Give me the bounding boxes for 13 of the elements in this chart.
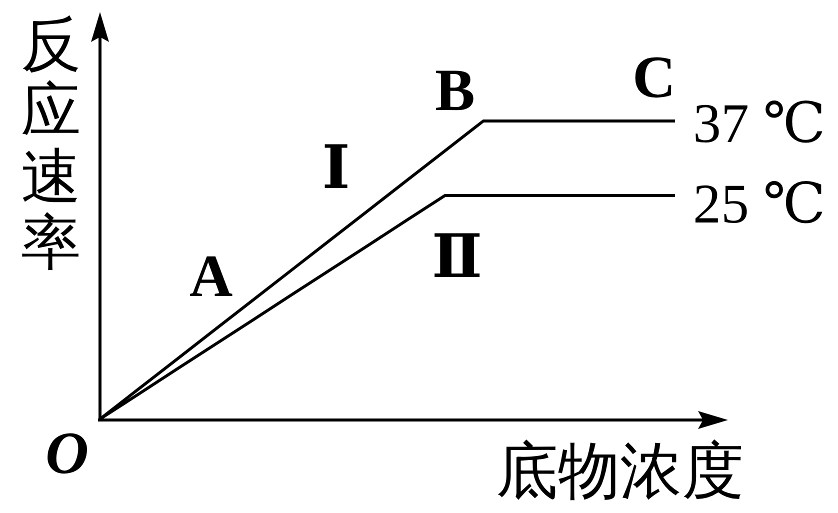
y-axis-title-char: 率 [21, 210, 81, 276]
y-axis-title-char: 速 [21, 144, 81, 210]
annotation: Ⅱ [432, 224, 482, 290]
series-name: 37 ℃ [693, 93, 826, 155]
y-axis-title-char: 应 [21, 78, 81, 144]
annotation: Ⅰ [322, 135, 350, 201]
x-axis-title: 底物浓度 [496, 438, 744, 506]
annotation: A [189, 243, 233, 309]
annotation: B [434, 57, 476, 123]
annotation: C [632, 44, 676, 110]
series-name: 25 ℃ [693, 174, 826, 236]
annotation: O [45, 420, 89, 486]
y-axis-title-char: 反 [21, 12, 81, 78]
